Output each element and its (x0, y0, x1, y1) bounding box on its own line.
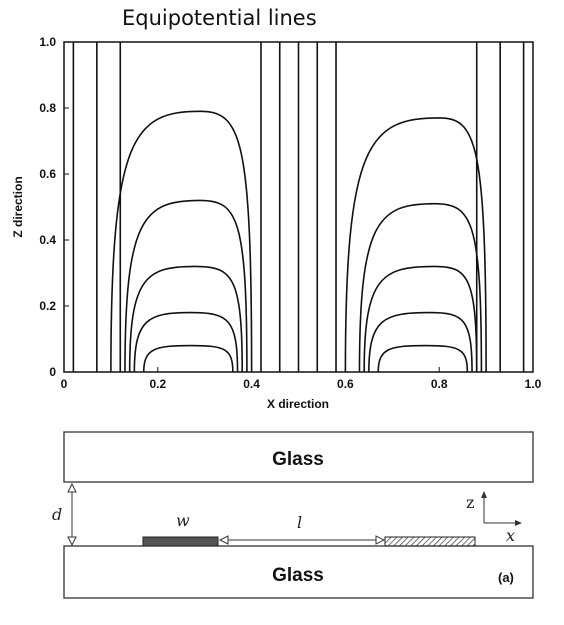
chart-title: Equipotential lines (122, 6, 317, 30)
equipotential-vertical-line (334, 41, 338, 373)
top-glass-label: Glass (272, 449, 324, 470)
equipotential-vertical-line (297, 41, 300, 373)
equipotential-vertical-line (95, 41, 98, 373)
equipotential-loop (133, 311, 239, 373)
x-label: x (506, 526, 515, 545)
x-tick-label: 0.4 (243, 377, 260, 391)
z-label: z (466, 493, 474, 512)
y-tick-label: 0.6 (39, 167, 56, 181)
equipotential-vertical-line (316, 41, 319, 373)
d-arrow-up (67, 482, 77, 493)
equipotential-loop (377, 344, 469, 373)
equipotential-loop (128, 265, 244, 373)
l-arrow-left (218, 535, 229, 545)
x-arrow-head (515, 520, 522, 526)
z-arrow-head (481, 491, 487, 498)
panel-tag: (a) (498, 570, 514, 585)
x-tick-label: 0.2 (149, 377, 166, 391)
equipotential-loop (344, 117, 487, 373)
x-axis-label: X direction (267, 397, 329, 411)
equipotential-vertical-line (259, 41, 263, 373)
equipotential-vertical-line (278, 41, 281, 373)
equipotential-loop (363, 265, 478, 373)
axis-ticks: 0 0.2 0.4 0.6 0.8 1.0 0 0.2 0.4 0.6 0.8 1.0 (39, 35, 541, 391)
y-tick-label: 0 (49, 365, 56, 379)
equipotential-vertical-line (475, 41, 478, 373)
equipotential-curves (72, 41, 525, 373)
x-tick-label: 0.6 (337, 377, 354, 391)
y-tick-label: 0.4 (39, 233, 56, 247)
equipotential-vertical-line (499, 41, 502, 373)
l-label: l (297, 513, 302, 532)
equipotential-vertical-line (119, 41, 122, 373)
y-axis-label: Z direction (11, 176, 25, 237)
equipotential-vertical-line (522, 41, 525, 373)
equipotential-loop (124, 199, 248, 373)
w-label: w (176, 511, 190, 530)
equipotential-loop (368, 311, 473, 373)
equipotential-loop (358, 202, 483, 373)
l-arrow-right (375, 535, 386, 545)
x-tick-label: 1.0 (525, 377, 542, 391)
y-tick-label: 1.0 (39, 35, 56, 49)
top-glass-plate (63, 431, 534, 483)
y-tick-label: 0.2 (39, 299, 56, 313)
x-tick-label: 0 (61, 377, 68, 391)
electrode-right (384, 536, 476, 547)
d-arrow-down (67, 536, 77, 547)
x-tick-label: 0.8 (431, 377, 448, 391)
y-tick-label: 0.8 (39, 101, 56, 115)
bottom-glass-label: Glass (272, 565, 324, 586)
bottom-glass-plate (63, 545, 534, 599)
equipotential-loop (110, 110, 253, 373)
electrode-left (142, 536, 219, 547)
equipotential-vertical-line (72, 41, 75, 373)
equipotential-loop (142, 344, 234, 373)
d-label: d (52, 505, 62, 524)
